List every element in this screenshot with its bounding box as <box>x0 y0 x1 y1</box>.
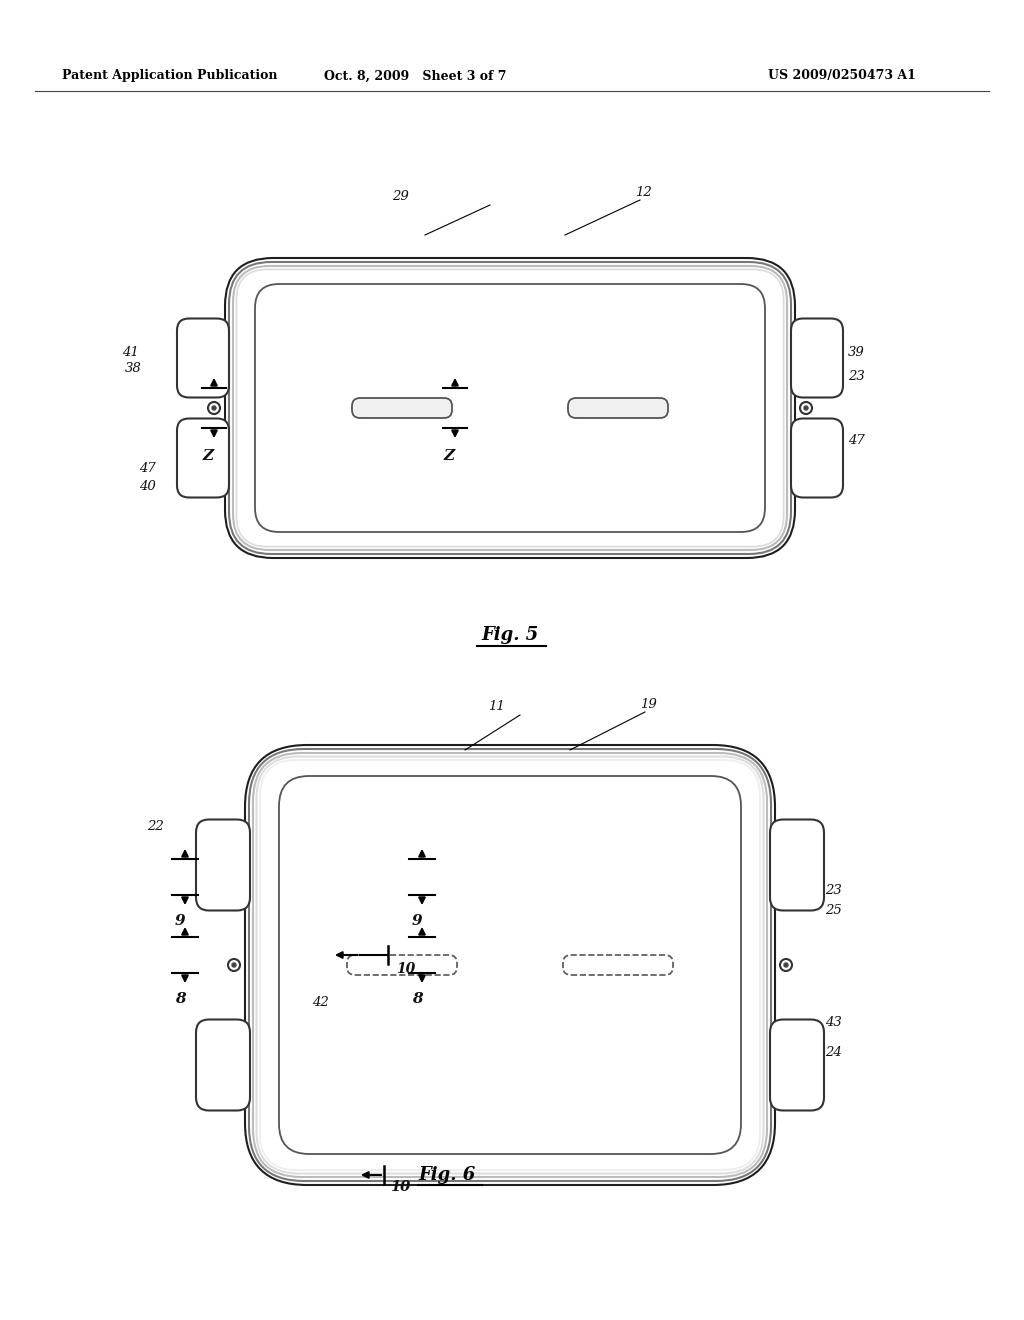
Text: Z: Z <box>443 449 455 463</box>
Text: 39: 39 <box>848 346 864 359</box>
Text: Z: Z <box>203 449 214 463</box>
Text: 40: 40 <box>139 479 156 492</box>
Circle shape <box>232 964 236 968</box>
Text: 38: 38 <box>125 362 141 375</box>
FancyBboxPatch shape <box>196 1019 250 1110</box>
Text: 47: 47 <box>848 433 864 446</box>
Text: 10: 10 <box>396 962 416 975</box>
FancyBboxPatch shape <box>568 399 668 418</box>
Text: 10: 10 <box>390 1180 411 1195</box>
Circle shape <box>212 407 216 411</box>
Text: US 2009/0250473 A1: US 2009/0250473 A1 <box>768 70 915 82</box>
Text: 9: 9 <box>412 913 422 928</box>
FancyBboxPatch shape <box>563 954 673 975</box>
Text: 23: 23 <box>825 883 842 896</box>
FancyBboxPatch shape <box>770 1019 824 1110</box>
Text: Patent Application Publication: Patent Application Publication <box>62 70 278 82</box>
FancyBboxPatch shape <box>791 418 843 498</box>
FancyBboxPatch shape <box>261 762 759 1170</box>
Text: 11: 11 <box>488 701 505 714</box>
Text: Oct. 8, 2009   Sheet 3 of 7: Oct. 8, 2009 Sheet 3 of 7 <box>324 70 506 82</box>
FancyBboxPatch shape <box>177 318 229 397</box>
Circle shape <box>784 964 788 968</box>
Text: 41: 41 <box>122 346 138 359</box>
Text: 25: 25 <box>825 903 842 916</box>
FancyBboxPatch shape <box>255 284 765 532</box>
Text: 42: 42 <box>312 997 329 1010</box>
Text: 23: 23 <box>848 370 864 383</box>
FancyBboxPatch shape <box>347 954 457 975</box>
Text: Fig. 6: Fig. 6 <box>418 1166 475 1184</box>
FancyBboxPatch shape <box>791 318 843 397</box>
Text: 24: 24 <box>825 1047 842 1060</box>
FancyBboxPatch shape <box>279 776 741 1154</box>
Text: 19: 19 <box>640 697 656 710</box>
Text: 8: 8 <box>175 993 185 1006</box>
FancyBboxPatch shape <box>352 399 452 418</box>
Text: 29: 29 <box>392 190 409 202</box>
FancyBboxPatch shape <box>770 820 824 911</box>
Text: 12: 12 <box>635 186 651 198</box>
Text: 22: 22 <box>147 821 164 833</box>
Text: Fig. 5: Fig. 5 <box>481 626 539 644</box>
Text: 9: 9 <box>175 913 185 928</box>
FancyBboxPatch shape <box>238 271 782 545</box>
FancyBboxPatch shape <box>177 418 229 498</box>
Text: 8: 8 <box>412 993 422 1006</box>
FancyBboxPatch shape <box>196 820 250 911</box>
Circle shape <box>804 407 808 411</box>
Text: 47: 47 <box>139 462 156 474</box>
Text: 43: 43 <box>825 1016 842 1030</box>
